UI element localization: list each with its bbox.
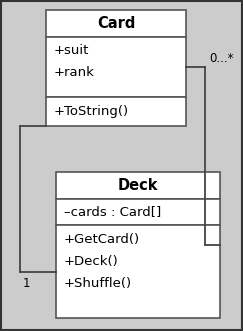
Bar [46,10,186,37]
Bar [46,97,186,126]
Text: 0...*: 0...* [209,53,234,66]
Text: 1: 1 [23,277,31,290]
Bar [56,225,220,318]
Text: –cards : Card[]: –cards : Card[] [64,206,161,218]
Text: +GetCard(): +GetCard() [64,232,140,246]
Text: +Shuffle(): +Shuffle() [64,276,132,290]
Bar [46,37,186,97]
Bar [56,172,220,199]
Bar [56,199,220,225]
Text: +rank: +rank [54,66,95,78]
Text: +Deck(): +Deck() [64,255,119,267]
Text: Deck: Deck [118,178,158,193]
Text: +suit: +suit [54,43,89,57]
Text: Card: Card [97,16,135,31]
Text: +ToString(): +ToString() [54,105,129,118]
